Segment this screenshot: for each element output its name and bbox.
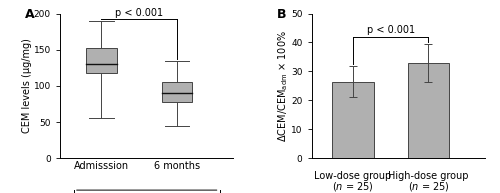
Text: n: n <box>0 192 1 193</box>
Y-axis label: $\Delta$CEM/CEM$_{\mathrm{adm}}$ × 100%: $\Delta$CEM/CEM$_{\mathrm{adm}}$ × 100% <box>276 30 289 142</box>
Text: p < 0.001: p < 0.001 <box>115 8 164 18</box>
Text: Low-dose group: Low-dose group <box>314 171 392 181</box>
Text: ($n$ = 25): ($n$ = 25) <box>408 180 450 193</box>
Bar <box>162 82 192 102</box>
Bar <box>86 48 117 73</box>
Text: p < 0.001: p < 0.001 <box>366 25 415 35</box>
Bar <box>408 63 449 158</box>
Text: A: A <box>26 8 35 21</box>
Text: CAD (: CAD ( <box>0 192 1 193</box>
Text: B: B <box>277 8 286 21</box>
Y-axis label: CEM levels (μg/mg): CEM levels (μg/mg) <box>22 38 32 133</box>
Text: = 54): = 54) <box>0 192 1 193</box>
Text: ($n$ = 25): ($n$ = 25) <box>332 180 374 193</box>
Bar <box>332 81 374 158</box>
Text: High-dose group: High-dose group <box>388 171 468 181</box>
